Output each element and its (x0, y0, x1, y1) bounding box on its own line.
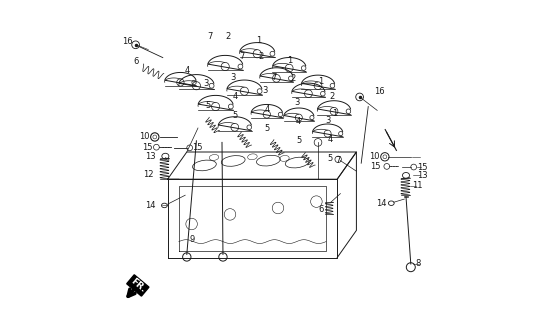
Text: 2: 2 (290, 74, 295, 83)
Text: 15: 15 (417, 163, 428, 172)
Text: 5: 5 (232, 111, 238, 120)
Text: 3: 3 (294, 98, 299, 107)
Text: 4: 4 (232, 92, 238, 101)
Text: 7: 7 (271, 73, 277, 82)
Text: 10: 10 (139, 132, 150, 141)
Text: 3: 3 (325, 116, 331, 124)
Text: 5: 5 (205, 101, 210, 110)
Text: 4: 4 (327, 135, 333, 144)
Text: 1: 1 (256, 36, 261, 44)
Text: 15: 15 (192, 143, 203, 152)
Text: 10: 10 (369, 152, 380, 161)
Text: 6: 6 (318, 205, 324, 214)
Text: 4: 4 (296, 117, 301, 126)
Text: 16: 16 (122, 37, 132, 46)
Text: 16: 16 (374, 87, 385, 96)
Text: 3: 3 (203, 79, 209, 88)
Text: 5: 5 (327, 154, 333, 163)
Text: 15: 15 (370, 162, 381, 171)
Text: 1: 1 (332, 109, 337, 118)
Text: 7: 7 (335, 156, 340, 165)
Text: 13: 13 (145, 152, 156, 161)
Text: 9: 9 (189, 236, 194, 244)
Text: 1: 1 (287, 56, 292, 65)
Text: 7: 7 (207, 32, 213, 41)
Text: 3: 3 (230, 73, 235, 82)
Text: 2: 2 (329, 92, 335, 100)
Text: 12: 12 (143, 170, 153, 179)
Text: 4: 4 (185, 66, 190, 75)
Text: 1: 1 (317, 77, 323, 86)
Text: 3: 3 (262, 86, 267, 95)
Text: 14: 14 (376, 199, 387, 208)
Text: 7: 7 (240, 52, 245, 61)
Text: 5: 5 (265, 124, 270, 132)
Text: 15: 15 (142, 143, 152, 152)
Text: 8: 8 (415, 260, 421, 268)
Text: FR.: FR. (128, 277, 147, 294)
Text: 4: 4 (265, 105, 270, 114)
Text: 5: 5 (296, 136, 301, 145)
Text: 2: 2 (259, 52, 264, 61)
Text: 6: 6 (133, 57, 139, 66)
Text: 14: 14 (145, 201, 156, 210)
Text: 11: 11 (413, 181, 423, 190)
Text: 2: 2 (225, 32, 230, 41)
Text: 13: 13 (417, 171, 428, 180)
